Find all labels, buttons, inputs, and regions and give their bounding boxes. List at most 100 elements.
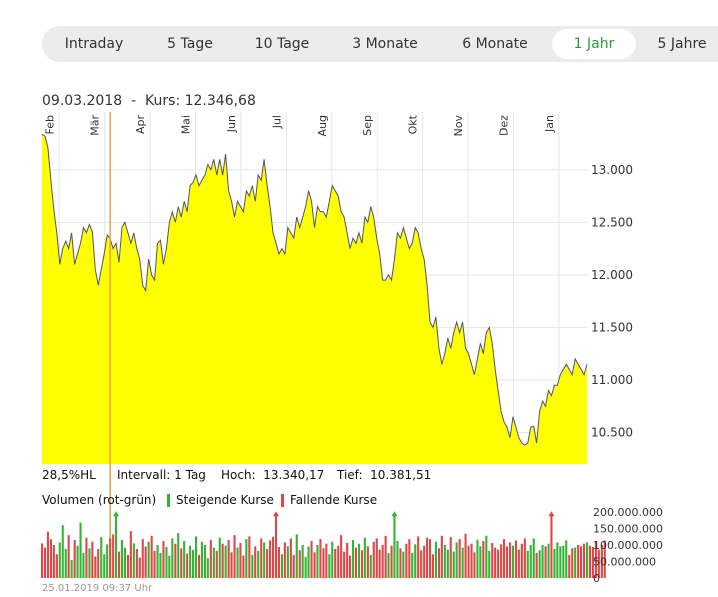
volume-bar [257,550,260,578]
stat-interval: Intervall: 1 Tag [117,468,206,482]
volume-bar [73,540,76,578]
volume-bar [215,550,218,578]
volume-bar [420,550,423,578]
volume-bar [470,543,473,578]
volume-tick-label: 200.000.000 [593,506,663,519]
volume-bar [156,545,159,578]
volume-bar [461,547,464,578]
volume-bar [526,550,529,578]
volume-bar [366,546,369,578]
volume-bar [532,538,535,578]
volume-bar [171,538,174,578]
volume-bar [162,541,165,578]
rising-legend-icon [167,494,170,507]
month-label: Nov [452,115,465,137]
volume-bar [275,513,278,578]
volume-bar [405,543,408,578]
volume-bar [568,554,571,578]
volume-bar [325,543,328,578]
price-area [42,134,587,464]
volume-bar [544,546,547,578]
volume-bar [485,535,488,578]
volume-bar [272,536,275,579]
volume-bar [535,552,538,578]
month-label: Okt [407,114,420,134]
volume-bar [85,537,88,578]
volume-bar [97,549,100,578]
volume-bar [109,538,112,578]
volume-bar [491,543,494,578]
tab-1-jahr[interactable]: 1 Jahr [552,29,636,59]
volume-bar [118,551,121,578]
tab-5-tage[interactable]: 5 Tage [167,36,213,52]
volume-bar [307,546,310,578]
volume-peak-arrow-icon [548,511,555,517]
volume-bar [411,552,414,578]
volume-bar [467,545,470,578]
volume-bar [378,549,381,578]
volume-bar [429,539,432,578]
price-tick-label: 11.000 [591,373,633,387]
volume-bar [76,545,79,578]
volume-bar [49,539,52,578]
volume-bar [70,559,73,579]
price-tick-label: 12.500 [591,215,633,229]
volume-bar [221,543,224,578]
stat-hl: 28,5%HL [42,468,96,482]
tab-10-tage[interactable]: 10 Tage [254,36,310,52]
volume-bar [61,525,64,578]
volume-bar [301,545,304,578]
kurs-label: Kurs: [145,93,185,109]
volume-bar [248,536,251,578]
tab-6-monate[interactable]: 6 Monate [462,36,528,52]
volume-bar [423,545,426,578]
volume-bar [375,538,378,578]
volume-bar [384,535,387,578]
price-tick-label: 10.500 [591,425,633,439]
volume-bar [129,531,132,578]
volume-title: Volumen (rot-grün) [42,493,157,507]
volume-bar [334,549,337,578]
volume-bar [340,535,343,578]
volume-bar [503,539,506,578]
tab-intraday[interactable]: Intraday [64,36,124,52]
volume-bar [556,542,559,578]
rising-legend: Steigende Kurse [176,493,274,507]
tab-5-jahre[interactable]: 5 Jahre [657,36,707,52]
volume-bar [64,549,67,578]
volume-bar [239,543,242,578]
volume-bar [316,545,319,578]
volume-bar [446,549,449,578]
volume-bar [562,545,565,578]
volume-bar [292,554,295,578]
volume-bar [206,558,209,578]
volume-bar [414,544,417,578]
volume-bar [500,544,503,578]
volume-bar [520,543,523,578]
selected-date: 09.03.2018 [42,93,123,109]
volume-bar [144,546,147,578]
volume-tick-label: 100.000.000 [593,539,663,552]
volume-bar [183,541,186,578]
timeframe-tabs: Intraday 5 Tage 10 Tage 3 Monate 6 Monat… [42,26,718,62]
price-axis: 10.500 11.000 11.500 12.000 12.500 13.000 [591,163,633,440]
tab-3-monate[interactable]: 3 Monate [352,36,418,52]
volume-bar [452,551,455,578]
volume-bar [360,550,363,578]
volume-bar [372,541,375,578]
volume-bar [449,537,452,578]
volume-bar [390,545,393,578]
volume-bar [488,550,491,578]
volume-bar [43,547,46,578]
volume-bar [443,545,446,578]
volume-bar [88,548,91,578]
volume-bar [94,556,97,578]
volume-bar [67,535,70,578]
volume-bar [91,541,94,578]
volume-bar [79,522,82,578]
volume-bar [254,546,257,578]
volume-bar [393,513,396,578]
volume-bar [529,545,532,578]
volume-bar [174,543,177,578]
